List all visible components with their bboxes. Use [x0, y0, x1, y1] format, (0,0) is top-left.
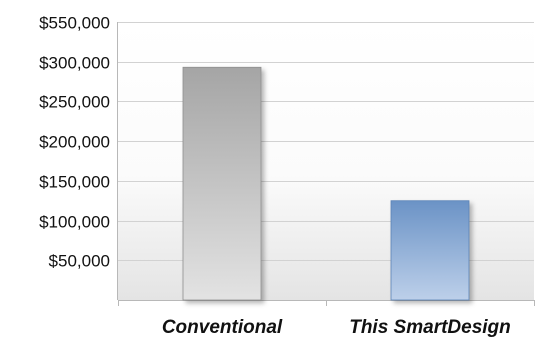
x-category-label: Conventional — [162, 317, 283, 338]
bars — [182, 66, 470, 301]
plot-background — [118, 22, 534, 300]
y-tick-label: $300,000 — [39, 54, 110, 73]
bar-this-smartdesign — [390, 200, 470, 301]
y-tick-label: $200,000 — [39, 133, 110, 152]
bar-conventional — [182, 66, 262, 301]
x-category-label: This SmartDesign — [349, 317, 511, 338]
axes — [117, 22, 535, 306]
y-tick-label: $100,000 — [39, 213, 110, 232]
y-axis-tick-labels: $550,000 $300,000 $250,000 $200,000 $150,000… — [39, 14, 110, 271]
y-tick-label: $50,000 — [49, 252, 110, 271]
y-tick-label: $250,000 — [39, 93, 110, 112]
x-axis-category-labels: Conventional This SmartDesign — [162, 317, 511, 338]
y-tick-label: $550,000 — [39, 14, 110, 33]
y-tick-label: $150,000 — [39, 173, 110, 192]
